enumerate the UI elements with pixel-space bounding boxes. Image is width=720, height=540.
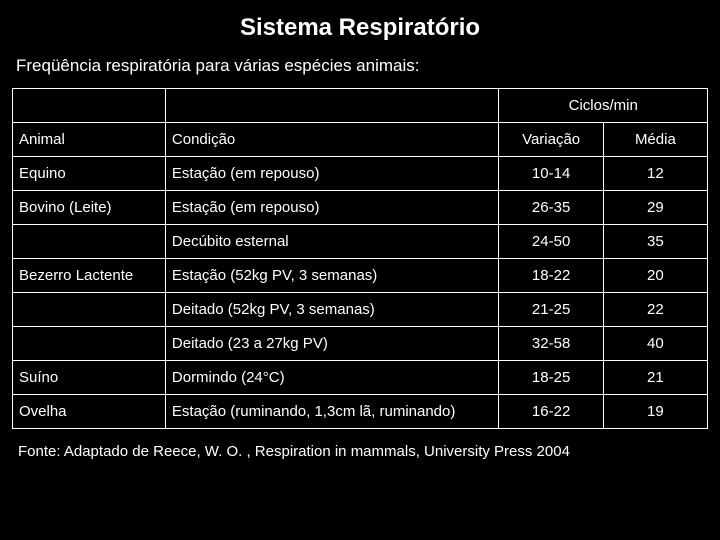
cell-media: 21 <box>603 361 707 395</box>
table-row: Deitado (52kg PV, 3 semanas) 21-25 22 <box>13 293 708 327</box>
table-body: Ciclos/min Animal Condição Variação Médi… <box>13 89 708 429</box>
cell-animal: Suíno <box>13 361 166 395</box>
table-row: Suíno Dormindo (24°C) 18-25 21 <box>13 361 708 395</box>
cell-condicao: Estação (ruminando, 1,3cm lã, ruminando) <box>165 395 499 429</box>
col-header-variacao: Variação <box>499 123 603 157</box>
cell-animal: Bezerro Lactente <box>13 259 166 293</box>
table-row: Bovino (Leite) Estação (em repouso) 26-3… <box>13 191 708 225</box>
cell-media: 29 <box>603 191 707 225</box>
cell-variacao: 21-25 <box>499 293 603 327</box>
cell-variacao: 32-58 <box>499 327 603 361</box>
cell-media: 35 <box>603 225 707 259</box>
section-header-blank <box>13 89 166 123</box>
cell-media: 19 <box>603 395 707 429</box>
cell-media: 22 <box>603 293 707 327</box>
table-row: Decúbito esternal 24-50 35 <box>13 225 708 259</box>
table-row: Ovelha Estação (ruminando, 1,3cm lã, rum… <box>13 395 708 429</box>
col-header-animal: Animal <box>13 123 166 157</box>
cell-animal <box>13 293 166 327</box>
cell-condicao: Estação (em repouso) <box>165 191 499 225</box>
cell-variacao: 24-50 <box>499 225 603 259</box>
cell-media: 20 <box>603 259 707 293</box>
cell-condicao: Dormindo (24°C) <box>165 361 499 395</box>
cell-variacao: 18-25 <box>499 361 603 395</box>
slide: Sistema Respiratório Freqüência respirat… <box>0 0 720 540</box>
cell-variacao: 26-35 <box>499 191 603 225</box>
slide-title: Sistema Respiratório <box>12 14 708 42</box>
cell-variacao: 16-22 <box>499 395 603 429</box>
table-row: Deitado (23 a 27kg PV) 32-58 40 <box>13 327 708 361</box>
cell-media: 12 <box>603 157 707 191</box>
source-citation: Fonte: Adaptado de Reece, W. O. , Respir… <box>12 443 708 460</box>
cell-variacao: 10-14 <box>499 157 603 191</box>
cell-animal <box>13 225 166 259</box>
cell-condicao: Deitado (52kg PV, 3 semanas) <box>165 293 499 327</box>
cell-condicao: Decúbito esternal <box>165 225 499 259</box>
cell-media: 40 <box>603 327 707 361</box>
cell-condicao: Estação (52kg PV, 3 semanas) <box>165 259 499 293</box>
cell-condicao: Estação (em repouso) <box>165 157 499 191</box>
table-column-headers: Animal Condição Variação Média <box>13 123 708 157</box>
cell-animal: Bovino (Leite) <box>13 191 166 225</box>
cell-variacao: 18-22 <box>499 259 603 293</box>
col-header-condicao: Condição <box>165 123 499 157</box>
cell-animal: Equino <box>13 157 166 191</box>
cell-animal: Ovelha <box>13 395 166 429</box>
section-header-blank <box>165 89 499 123</box>
section-header-ciclos: Ciclos/min <box>499 89 708 123</box>
cell-animal <box>13 327 166 361</box>
table-section-header: Ciclos/min <box>13 89 708 123</box>
respiratory-table: Ciclos/min Animal Condição Variação Médi… <box>12 88 708 429</box>
table-row: Equino Estação (em repouso) 10-14 12 <box>13 157 708 191</box>
slide-subtitle: Freqüência respiratória para várias espé… <box>12 56 708 76</box>
col-header-media: Média <box>603 123 707 157</box>
table-row: Bezerro Lactente Estação (52kg PV, 3 sem… <box>13 259 708 293</box>
cell-condicao: Deitado (23 a 27kg PV) <box>165 327 499 361</box>
